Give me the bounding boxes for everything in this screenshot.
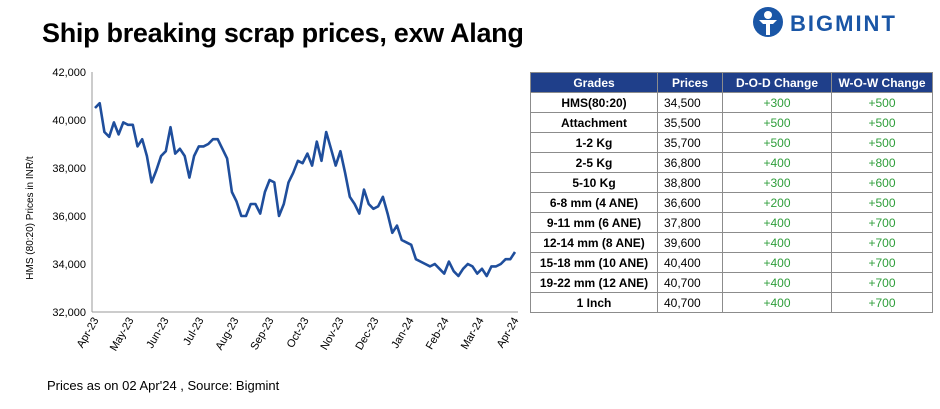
table-row: Attachment 35,500 +500 +500 xyxy=(530,112,933,133)
dod-change-cell: +200 xyxy=(722,192,832,213)
header-wow-change: W-O-W Change xyxy=(831,72,933,93)
table-row: 12-14 mm (8 ANE) 39,600 +400 +700 xyxy=(530,232,933,253)
wow-change-cell: +800 xyxy=(831,152,933,173)
dod-change-cell: +400 xyxy=(722,272,832,293)
wow-change-cell: +700 xyxy=(831,292,933,313)
wow-change-cell: +500 xyxy=(831,112,933,133)
y-axis-label: HMS (80:20) Prices in INR/t xyxy=(25,156,36,280)
price-cell: 36,800 xyxy=(657,152,723,173)
grade-cell: 12-14 mm (8 ANE) xyxy=(530,232,658,253)
x-tick-label: Mar-24 xyxy=(459,316,487,352)
grade-cell: 1 Inch xyxy=(530,292,658,313)
price-cell: 39,600 xyxy=(657,232,723,253)
price-cell: 34,500 xyxy=(657,92,723,113)
y-tick-label: 34,000 xyxy=(52,259,86,271)
footer-note: Prices as on 02 Apr'24 , Source: Bigmint xyxy=(47,378,280,393)
wow-change-cell: +500 xyxy=(831,192,933,213)
wow-change-cell: +500 xyxy=(831,132,933,153)
dod-change-cell: +500 xyxy=(722,112,832,133)
dod-change-cell: +500 xyxy=(722,132,832,153)
grade-cell: 2-5 Kg xyxy=(530,152,658,173)
x-tick-label: Apr-24 xyxy=(495,316,522,351)
table-row: HMS(80:20) 34,500 +300 +500 xyxy=(530,92,933,113)
grade-cell: HMS(80:20) xyxy=(530,92,658,113)
grade-cell: 19-22 mm (12 ANE) xyxy=(530,272,658,293)
x-tick-label: Dec-23 xyxy=(353,316,381,353)
header-grades: Grades xyxy=(530,72,658,93)
table-row: 5-10 Kg 38,800 +300 +600 xyxy=(530,172,933,193)
table-row: 6-8 mm (4 ANE) 36,600 +200 +500 xyxy=(530,192,933,213)
table-row: 15-18 mm (10 ANE) 40,400 +400 +700 xyxy=(530,252,933,273)
grade-cell: 5-10 Kg xyxy=(530,172,658,193)
grade-cell: 15-18 mm (10 ANE) xyxy=(530,252,658,273)
table-row: 1-2 Kg 35,700 +500 +500 xyxy=(530,132,933,153)
grade-cell: 1-2 Kg xyxy=(530,132,658,153)
wow-change-cell: +500 xyxy=(831,92,933,113)
brand-logo: BIGMINT xyxy=(752,6,932,38)
grade-cell: 6-8 mm (4 ANE) xyxy=(530,192,658,213)
prices-table: Grades Prices D-O-D Change W-O-W Change … xyxy=(530,72,933,313)
x-tick-label: Jan-24 xyxy=(389,316,416,351)
x-tick-label: Jul-23 xyxy=(181,316,206,348)
bigmint-person-icon xyxy=(753,7,783,37)
wow-change-cell: +700 xyxy=(831,212,933,233)
dod-change-cell: +400 xyxy=(722,252,832,273)
x-tick-label: Oct-23 xyxy=(285,316,312,351)
x-axis: Apr-23 May-23 Jun-23 Jul-23 Aug-23 Sep-23 Oct-… xyxy=(75,311,522,354)
price-cell: 36,600 xyxy=(657,192,723,213)
wow-change-cell: +700 xyxy=(831,252,933,273)
table-row: 9-11 mm (6 ANE) 37,800 +400 +700 xyxy=(530,212,933,233)
y-axis: 32,000 34,000 36,000 38,000 40,000 42,000 xyxy=(52,67,93,319)
y-tick-label: 40,000 xyxy=(52,115,86,127)
price-line-chart: 32,000 34,000 36,000 38,000 40,000 42,000 Apr… xyxy=(25,67,522,354)
page-title: Ship breaking scrap prices, exw Alang xyxy=(42,18,524,48)
wow-change-cell: +700 xyxy=(831,272,933,293)
price-cell: 40,400 xyxy=(657,252,723,273)
dod-change-cell: +400 xyxy=(722,232,832,253)
table-header-row: Grades Prices D-O-D Change W-O-W Change xyxy=(530,72,933,93)
header-prices: Prices xyxy=(657,72,723,93)
x-tick-label: Aug-23 xyxy=(213,316,241,353)
y-tick-label: 42,000 xyxy=(52,67,86,79)
table-row: 2-5 Kg 36,800 +400 +800 xyxy=(530,152,933,173)
x-tick-label: May-23 xyxy=(108,316,137,354)
price-cell: 40,700 xyxy=(657,272,723,293)
x-tick-label: Jun-23 xyxy=(144,316,171,351)
grade-cell: Attachment xyxy=(530,112,658,133)
dod-change-cell: +300 xyxy=(722,172,832,193)
x-tick-label: Apr-23 xyxy=(75,316,102,351)
price-cell: 38,800 xyxy=(657,172,723,193)
grade-cell: 9-11 mm (6 ANE) xyxy=(530,212,658,233)
wow-change-cell: +700 xyxy=(831,232,933,253)
dod-change-cell: +300 xyxy=(722,92,832,113)
price-cell: 35,700 xyxy=(657,132,723,153)
series-line-hms xyxy=(94,101,517,278)
brand-name: BIGMINT xyxy=(790,11,897,36)
x-tick-label: Sep-23 xyxy=(248,316,276,353)
dod-change-cell: +400 xyxy=(722,212,832,233)
y-tick-label: 38,000 xyxy=(52,163,86,175)
y-tick-label: 32,000 xyxy=(52,307,86,319)
dod-change-cell: +400 xyxy=(722,292,832,313)
table-row: 19-22 mm (12 ANE) 40,700 +400 +700 xyxy=(530,272,933,293)
price-cell: 37,800 xyxy=(657,212,723,233)
dod-change-cell: +400 xyxy=(722,152,832,173)
table-row: 1 Inch 40,700 +400 +700 xyxy=(530,292,933,313)
y-tick-label: 36,000 xyxy=(52,211,86,223)
x-tick-label: Feb-24 xyxy=(424,316,452,352)
price-cell: 35,500 xyxy=(657,112,723,133)
price-cell: 40,700 xyxy=(657,292,723,313)
wow-change-cell: +600 xyxy=(831,172,933,193)
x-tick-label: Nov-23 xyxy=(318,316,346,353)
header-dod-change: D-O-D Change xyxy=(722,72,832,93)
